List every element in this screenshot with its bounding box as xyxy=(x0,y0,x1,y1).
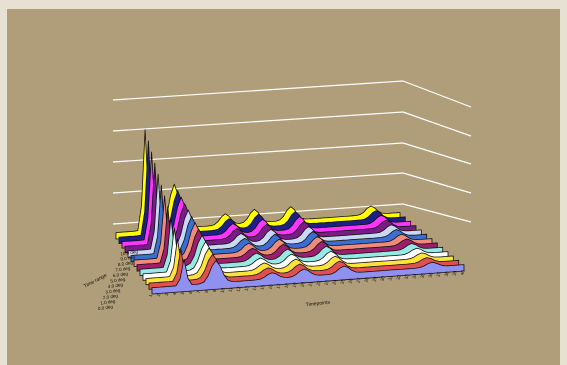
series-label: 3.0 deg xyxy=(105,287,121,294)
x-tick-label: 3 xyxy=(164,292,170,296)
gridline-side xyxy=(402,203,472,223)
x-tick-label: 19 xyxy=(291,281,297,288)
x-tick-label: 8 xyxy=(204,289,210,293)
x-tick-label: 30 xyxy=(379,275,385,282)
x-tick-label: 15 xyxy=(259,284,265,291)
series-label: 9.0 deg xyxy=(120,254,136,261)
series-label: 5.0 deg xyxy=(110,276,126,283)
x-tick-label: 14 xyxy=(251,284,257,291)
series-label: 4.0 deg xyxy=(108,282,124,289)
x-tick-label: 21 xyxy=(307,280,313,287)
gridline-side xyxy=(402,111,472,137)
x-tick-label: 34 xyxy=(411,273,417,280)
plot-area xyxy=(7,9,560,365)
series-label: 10.0 deg xyxy=(120,249,139,256)
x-tick-label: 1 xyxy=(148,293,154,297)
series-band xyxy=(151,258,465,295)
gridline-side xyxy=(402,142,472,165)
x-tick-label: 36 xyxy=(427,271,433,278)
x-tick-label: 27 xyxy=(355,277,361,284)
x-tick-label: 17 xyxy=(275,283,281,290)
x-tick-label: 12 xyxy=(235,286,241,293)
x-axis-title: Timepoints xyxy=(306,300,331,309)
x-tick-label: 18 xyxy=(283,282,289,289)
x-tick-label: 32 xyxy=(395,274,401,281)
gridline xyxy=(112,80,404,101)
gridline xyxy=(112,142,404,163)
x-tick-label: 9 xyxy=(212,289,218,293)
x-tick-label: 16 xyxy=(267,283,273,290)
gridline-side xyxy=(402,80,472,108)
x-tick-label: 26 xyxy=(347,277,353,284)
gridline-side xyxy=(402,172,472,194)
series-band xyxy=(127,173,422,258)
gridline xyxy=(112,111,404,132)
x-tick-label: 11 xyxy=(228,286,234,292)
x-tick-label: 5 xyxy=(180,291,186,295)
x-tick-label: 38 xyxy=(443,270,449,277)
x-tick-label: 6 xyxy=(188,290,194,294)
x-tick-label: 33 xyxy=(403,273,409,280)
x-tick-label: 35 xyxy=(419,272,425,279)
series-label: 1.0 deg xyxy=(100,298,116,305)
x-tick-label: 37 xyxy=(435,271,441,278)
x-tick-label: 29 xyxy=(371,276,377,283)
x-tick-label: 7 xyxy=(196,290,202,294)
series-label: 0.0 deg xyxy=(98,304,114,311)
x-tick-label: 13 xyxy=(243,285,249,292)
x-tick-label: 2 xyxy=(156,293,162,297)
series-label: 8.0 deg xyxy=(118,260,134,267)
x-tick-label: 39 xyxy=(451,270,457,277)
series-label: 6.0 deg xyxy=(113,271,129,278)
series-label: 7.0 deg xyxy=(115,265,131,272)
x-tick-label: 40 xyxy=(459,269,465,276)
x-tick-label: 20 xyxy=(299,281,305,288)
x-tick-labels: 1 2 3 4 5 6 7 8 9 10 11 12 13 14 15 16 17 18 19 20 21 22 23 24 2… xyxy=(148,269,466,297)
x-tick-label: 22 xyxy=(315,280,321,287)
series-band xyxy=(130,184,428,263)
series-label: 2.0 deg xyxy=(103,293,119,300)
gridlines xyxy=(112,80,472,225)
x-tick-label: 25 xyxy=(339,278,345,285)
x-tick-label: 23 xyxy=(323,279,329,286)
series-group xyxy=(115,129,465,295)
x-tick-label: 31 xyxy=(387,274,393,281)
x-tick-label: 10 xyxy=(219,287,225,294)
z-axis-title: Time range xyxy=(83,272,108,289)
x-tick-label: 28 xyxy=(363,276,369,283)
x-tick-label: 24 xyxy=(331,279,337,286)
x-tick-label: 4 xyxy=(172,292,178,296)
